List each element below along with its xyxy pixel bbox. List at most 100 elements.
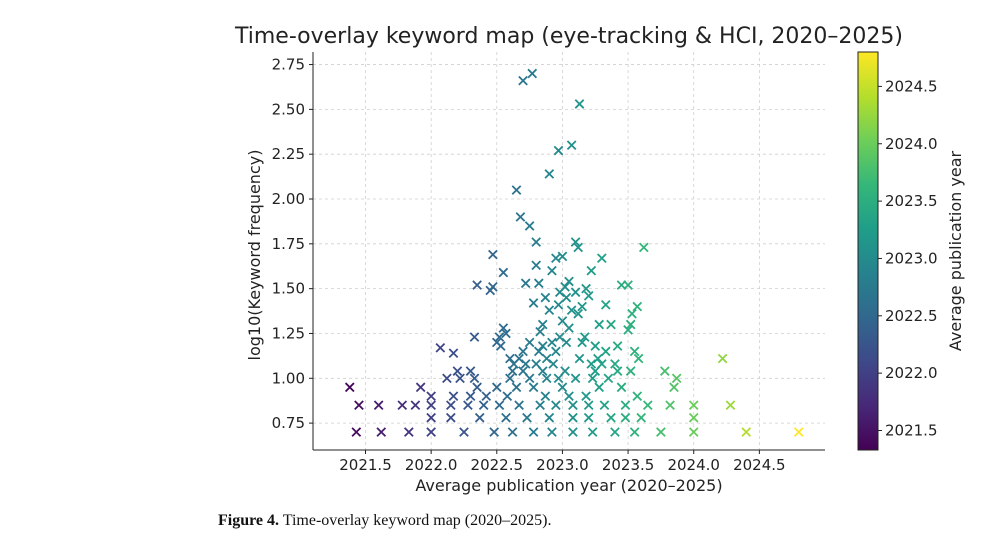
y-tick-label: 1.25 (272, 324, 305, 342)
data-point (501, 328, 511, 339)
data-point (520, 278, 531, 289)
x-tick-label: 2022.0 (405, 456, 458, 474)
data-point (581, 283, 591, 294)
data-point (606, 412, 616, 423)
data-point (455, 373, 465, 384)
data-point (446, 412, 456, 423)
data-point (573, 308, 584, 319)
x-tick-label: 2021.5 (339, 456, 392, 474)
data-point (566, 140, 577, 151)
data-point (570, 287, 581, 298)
data-point (564, 391, 574, 402)
data-point (581, 391, 591, 402)
data-point (671, 373, 682, 384)
data-point (494, 400, 505, 411)
figure-caption-label: Figure 4. (218, 512, 280, 529)
data-point (465, 366, 476, 376)
colorbar-tick-label: 2022.0 (885, 364, 938, 382)
data-point (537, 341, 548, 351)
data-point (373, 400, 384, 411)
data-point (448, 391, 459, 402)
data-point (465, 391, 476, 402)
data-point (540, 391, 551, 402)
data-point (524, 221, 535, 231)
data-point (547, 265, 557, 276)
data-point (593, 353, 603, 364)
data-point (505, 353, 515, 364)
data-point (502, 391, 513, 402)
data-point (507, 427, 518, 437)
data-point (793, 427, 804, 437)
data-point (557, 382, 568, 393)
data-point (472, 280, 482, 290)
data-point (633, 353, 644, 364)
colorbar-tick-label: 2024.0 (885, 135, 938, 153)
data-point (551, 400, 561, 411)
x-tick-label: 2024.5 (733, 456, 786, 474)
y-tick-label: 0.75 (272, 414, 305, 432)
data-point (541, 373, 552, 384)
y-tick-label: 2.75 (272, 56, 305, 74)
data-point (629, 346, 640, 357)
data-point (688, 427, 699, 437)
data-point (469, 373, 480, 384)
data-point (540, 292, 551, 303)
data-point (560, 366, 570, 376)
data-point (533, 346, 544, 357)
data-point (533, 278, 544, 289)
data-point (415, 382, 426, 393)
data-point (632, 301, 643, 312)
data-point (623, 280, 633, 290)
data-point (568, 412, 578, 423)
data-point (596, 253, 607, 264)
data-point (524, 373, 535, 384)
data-point (573, 242, 584, 253)
data-point (620, 412, 631, 423)
data-point (570, 373, 581, 384)
data-point (570, 237, 581, 247)
data-point (481, 391, 492, 402)
data-point (669, 382, 679, 393)
data-point (505, 373, 515, 384)
data-point (446, 400, 456, 411)
scatter-chart: Time-overlay keyword map (eye-tracking &… (234, 24, 965, 495)
data-point (574, 353, 585, 364)
data-point (511, 382, 522, 393)
data-point (528, 298, 539, 308)
data-point (587, 373, 598, 384)
data-point (469, 332, 480, 342)
data-point (426, 391, 436, 402)
data-point (610, 359, 620, 369)
data-point (537, 366, 548, 376)
data-point (442, 373, 452, 384)
y-axis-ticks: 0.75 1.00 1.25 1.50 1.75 2.00 2.25 2.50 2.75 (272, 56, 313, 432)
data-point (403, 427, 414, 437)
data-point (561, 292, 572, 303)
data-point (488, 282, 498, 292)
y-tick-label: 1.50 (272, 280, 305, 298)
data-point (547, 337, 557, 348)
data-point (596, 359, 607, 369)
x-tick-label: 2024.0 (667, 456, 720, 474)
data-point (638, 242, 649, 253)
axes (312, 52, 825, 451)
data-point (472, 382, 482, 393)
data-point (520, 359, 531, 369)
data-point (557, 251, 568, 262)
data-point (568, 427, 578, 437)
grid-lines (313, 52, 825, 450)
data-point (507, 366, 518, 376)
data-point (376, 427, 387, 437)
data-point (564, 323, 574, 333)
data-point (577, 301, 587, 312)
data-point (610, 427, 620, 437)
colorbar-tick-label: 2021.5 (885, 422, 938, 440)
data-point (612, 366, 623, 376)
data-point (583, 412, 594, 423)
data-point (594, 319, 605, 330)
y-tick-label: 2.50 (272, 100, 305, 118)
data-point (397, 400, 408, 411)
x-tick-label: 2023.0 (536, 456, 589, 474)
data-point (717, 353, 728, 364)
data-point (642, 400, 653, 411)
